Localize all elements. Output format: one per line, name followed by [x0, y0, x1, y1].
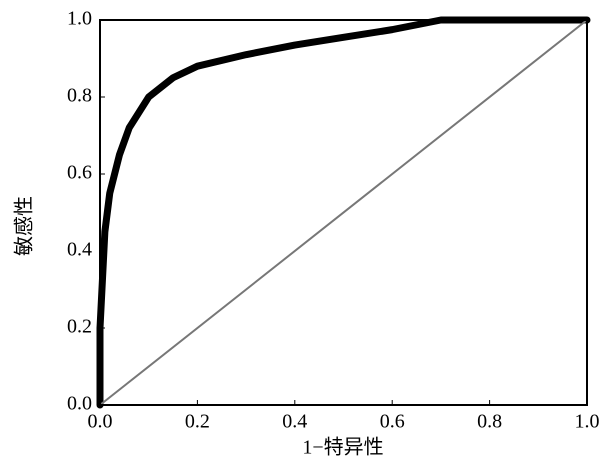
- plot-frame: [99, 19, 588, 406]
- x-tick-label: 0.6: [380, 411, 405, 433]
- y-tick-label: 0.8: [67, 85, 92, 107]
- y-axis-label: 敏感性: [13, 196, 36, 256]
- roc-line: [96, 16, 591, 409]
- x-tick-label: 0.0: [88, 411, 113, 433]
- roc-line: [99, 19, 588, 406]
- y-tick-label: 0.4: [67, 239, 92, 261]
- x-tick-label: 0.4: [282, 411, 307, 433]
- x-axis-label: 1−特异性: [302, 436, 383, 459]
- x-tick-label: 0.2: [185, 411, 210, 433]
- y-tick-label: 0.2: [67, 316, 92, 338]
- y-tick-label: 0.6: [67, 162, 92, 184]
- x-tick-label: 1.0: [575, 411, 600, 433]
- x-tick-label: 0.8: [477, 411, 502, 433]
- y-tick-label: 1.0: [67, 8, 92, 30]
- y-tick-label: 0.0: [67, 393, 92, 415]
